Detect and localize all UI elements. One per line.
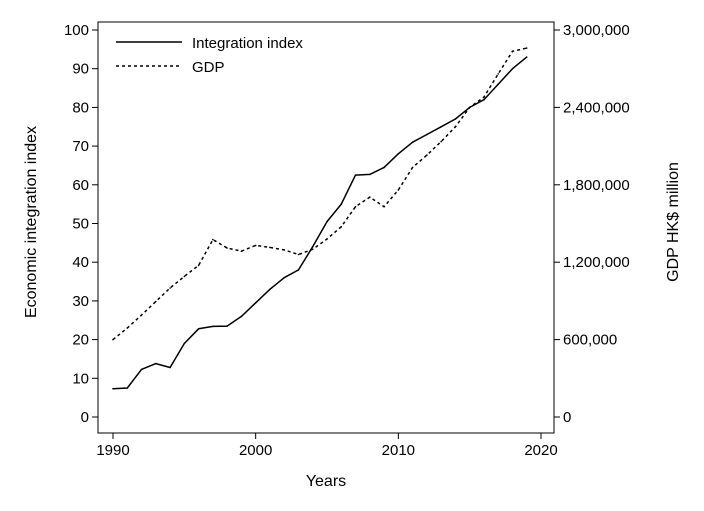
- data-point-integration-index: [326, 220, 328, 223]
- y-left-tick-label: 0: [81, 409, 89, 426]
- data-point-gdp: [397, 189, 400, 191]
- data-point-integration-index: [483, 98, 485, 101]
- data-point-gdp: [269, 246, 271, 249]
- series-lines: [112, 47, 528, 390]
- data-point-integration-index: [140, 368, 143, 371]
- data-point-integration-index: [169, 366, 171, 369]
- data-point-gdp: [297, 253, 300, 256]
- x-tick-label: 2020: [524, 442, 557, 459]
- y-right-tick-label: 0: [563, 409, 571, 426]
- series-line-integration-index: [112, 56, 528, 390]
- data-point-integration-index: [311, 245, 314, 248]
- y-axis-right-title: GDP HK$ million: [665, 162, 682, 282]
- x-axis-title: Years: [306, 473, 346, 490]
- x-axis: 1990 2000 2010 2020: [96, 433, 558, 459]
- data-point-integration-index: [283, 276, 286, 279]
- data-point-integration-index: [497, 83, 500, 85]
- data-point-gdp: [183, 275, 186, 278]
- data-point-gdp: [497, 73, 500, 75]
- data-point-integration-index: [397, 153, 400, 155]
- data-point-integration-index: [297, 269, 300, 271]
- series-line-gdp: [112, 47, 527, 341]
- data-point-gdp: [511, 50, 514, 53]
- x-tick-label: 2010: [382, 442, 415, 459]
- data-point-integration-index: [197, 328, 200, 330]
- data-point-integration-index: [126, 387, 129, 389]
- data-point-integration-index: [454, 118, 457, 120]
- data-point-gdp: [454, 126, 457, 128]
- data-point-gdp: [340, 225, 343, 228]
- y-left-tick-label: 40: [72, 254, 89, 271]
- y-axis-left: 0 10 20 30 40 50 60 70 80 90 100: [64, 22, 98, 426]
- data-point-gdp: [254, 244, 257, 247]
- data-point-gdp: [440, 140, 442, 143]
- y-left-tick-label: 100: [64, 22, 89, 39]
- y-left-tick-label: 10: [72, 370, 89, 387]
- data-point-gdp: [369, 196, 371, 198]
- data-point-integration-index: [212, 325, 214, 328]
- data-point-gdp: [525, 47, 528, 49]
- y-left-tick-label: 50: [72, 216, 89, 233]
- data-point-integration-index: [354, 174, 357, 176]
- data-point-gdp: [468, 106, 471, 109]
- data-point-gdp: [283, 249, 286, 251]
- y-right-tick-label: 3,000,000: [563, 22, 630, 39]
- y-right-tick-label: 2,400,000: [563, 99, 630, 116]
- data-point-integration-index: [440, 126, 442, 128]
- legend: Integration index GDP: [116, 35, 303, 76]
- data-point-integration-index: [226, 325, 228, 327]
- y-left-tick-label: 70: [72, 138, 89, 155]
- data-point-integration-index: [340, 203, 343, 205]
- data-point-integration-index: [383, 166, 385, 169]
- y-right-tick-label: 1,800,000: [563, 177, 630, 194]
- data-point-gdp: [383, 205, 385, 208]
- data-point-integration-index: [254, 302, 257, 304]
- x-tick-label: 1990: [96, 442, 129, 459]
- y-axis-left-title: Economic integration index: [23, 126, 40, 318]
- y-left-tick-label: 80: [72, 99, 89, 116]
- y-left-tick-label: 60: [72, 177, 89, 194]
- data-point-gdp: [311, 248, 314, 251]
- data-point-gdp: [126, 327, 129, 329]
- data-point-gdp: [112, 338, 114, 341]
- y-axis-right: 0 600,000 1,200,000 1,800,000 2,400,000 3,000…: [554, 22, 630, 426]
- data-point-integration-index: [426, 133, 428, 136]
- legend-label-integration-index: Integration index: [192, 35, 303, 52]
- y-left-tick-label: 30: [72, 293, 89, 310]
- data-point-gdp: [326, 238, 328, 240]
- data-point-gdp: [240, 250, 243, 252]
- y-left-tick-label: 90: [72, 61, 89, 78]
- y-right-tick-label: 1,200,000: [563, 254, 630, 271]
- data-point-gdp: [169, 287, 171, 289]
- data-point-integration-index: [511, 67, 514, 70]
- data-point-integration-index: [112, 387, 114, 390]
- data-point-integration-index: [369, 173, 371, 176]
- legend-label-gdp: GDP: [192, 59, 225, 76]
- data-point-integration-index: [525, 56, 528, 58]
- data-point-gdp: [197, 264, 200, 267]
- data-point-integration-index: [183, 342, 186, 345]
- data-point-gdp: [426, 154, 428, 156]
- y-right-tick-label: 600,000: [563, 332, 617, 349]
- data-point-gdp: [140, 314, 143, 316]
- data-point-gdp: [354, 205, 357, 208]
- data-point-integration-index: [155, 362, 157, 365]
- plot-area: [97, 21, 555, 434]
- data-point-integration-index: [240, 315, 243, 318]
- data-point-gdp: [212, 238, 214, 241]
- y-left-tick-label: 20: [72, 332, 89, 349]
- data-point-integration-index: [411, 141, 414, 143]
- data-point-gdp: [155, 300, 157, 303]
- data-point-gdp: [483, 96, 485, 98]
- data-point-gdp: [411, 166, 414, 169]
- data-point-gdp: [226, 247, 228, 249]
- data-point-integration-index: [269, 288, 271, 291]
- x-tick-label: 2000: [239, 442, 272, 459]
